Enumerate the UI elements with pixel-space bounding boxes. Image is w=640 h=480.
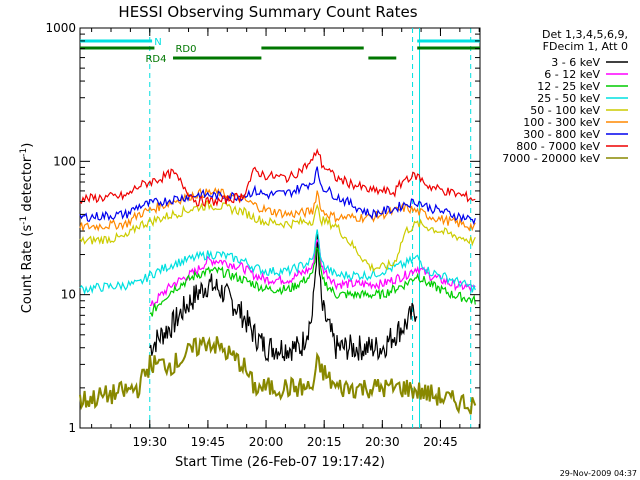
plot-frame [79, 27, 481, 429]
footer-timestamp: 29-Nov-2009 04:37 [560, 469, 637, 478]
x-tick-label: 19:30 [132, 435, 167, 449]
annotation-bar-label: RD4 [145, 54, 166, 65]
x-tick-label: 20:00 [249, 435, 284, 449]
legend-entry-label: 12 - 25 keV [537, 80, 600, 93]
annotation-bar-label: RD0 [175, 44, 196, 55]
legend-header-line: Det 1,3,4,5,6,9, [542, 28, 628, 41]
chart-title: HESSI Observing Summary Count Rates [118, 3, 417, 21]
legend-entry-label: 6 - 12 keV [544, 68, 600, 81]
x-tick-label: 20:15 [307, 435, 342, 449]
legend-entry-label: 800 - 7000 keV [516, 140, 600, 153]
y-tick-label: 100 [53, 154, 76, 168]
legend: Det 1,3,4,5,6,9,FDecim 1, Att 0 3 - 6 keV… [502, 28, 628, 165]
legend-entry-label: 100 - 300 keV [523, 116, 600, 129]
x-tick-label: 20:30 [365, 435, 400, 449]
series-line [79, 336, 477, 415]
series-layer [79, 147, 477, 415]
svg-text:Count Rate (s-1 detector-1): Count Rate (s-1 detector-1) [19, 143, 35, 314]
annotation-bar-label: N [154, 37, 161, 48]
x-tick-label: 20:45 [423, 435, 458, 449]
legend-entry-label: 3 - 6 keV [551, 56, 600, 69]
x-axis-label: Start Time (26-Feb-07 19:17:42) [175, 455, 385, 470]
x-tick-label: 19:45 [191, 435, 226, 449]
y-tick-label: 10 [61, 288, 76, 302]
series-line [79, 166, 476, 226]
series-line [149, 234, 418, 363]
legend-entry-label: 300 - 800 keV [523, 128, 600, 141]
legend-entry-label: 25 - 50 keV [537, 92, 600, 105]
series-line [79, 187, 476, 232]
legend-header-line: FDecim 1, Att 0 [543, 40, 628, 53]
series-line [79, 147, 476, 208]
y-axis-label: Count Rate (s-1 detector-1) [19, 143, 35, 314]
annotation-lines [149, 28, 472, 428]
legend-entry-label: 7000 - 20000 keV [502, 152, 600, 165]
axis-ticks: 19:30 19:45 20:00 20:15 20:30 20:45 1 10 100 1000 [45, 21, 480, 449]
series-line [79, 229, 476, 296]
legend-entry-label: 50 - 100 keV [530, 104, 600, 117]
series-line [149, 238, 476, 308]
y-tick-label: 1000 [45, 21, 76, 35]
y-tick-label: 1 [68, 421, 76, 435]
series-line [79, 199, 476, 273]
series-line [149, 246, 476, 317]
attenuator-bars: N RD0 RD4 [80, 37, 480, 65]
